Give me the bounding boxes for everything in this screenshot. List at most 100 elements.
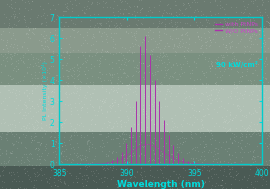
Point xyxy=(248,134,253,137)
Point xyxy=(240,74,244,77)
Point xyxy=(52,155,57,158)
Point xyxy=(117,65,122,68)
Point xyxy=(229,68,234,71)
Point xyxy=(83,38,87,41)
Point xyxy=(87,85,91,88)
Point xyxy=(64,163,69,166)
Point xyxy=(266,158,270,161)
Point xyxy=(4,152,8,155)
Point xyxy=(14,156,19,159)
Point xyxy=(61,74,65,77)
Point xyxy=(86,138,90,141)
Point xyxy=(180,27,184,30)
Point xyxy=(69,74,74,77)
Point xyxy=(133,139,137,142)
Point xyxy=(0,134,2,137)
Point xyxy=(113,17,117,20)
Point xyxy=(16,58,20,61)
Point xyxy=(161,154,166,157)
Point xyxy=(0,70,4,74)
Point xyxy=(169,92,173,95)
Point xyxy=(94,47,98,50)
Point xyxy=(141,76,145,79)
Point xyxy=(29,152,33,155)
Point xyxy=(16,187,20,189)
Point xyxy=(125,146,129,149)
Point xyxy=(245,127,249,130)
Point xyxy=(131,114,136,117)
Point xyxy=(174,14,178,17)
Point xyxy=(206,108,210,111)
Point xyxy=(133,175,137,178)
Point xyxy=(47,48,51,51)
Point xyxy=(260,2,264,5)
Point xyxy=(176,37,180,40)
Point xyxy=(249,36,253,39)
Point xyxy=(15,146,19,149)
Point xyxy=(3,107,7,110)
Point xyxy=(101,15,106,18)
Point xyxy=(188,161,193,164)
Point xyxy=(61,187,66,189)
Point xyxy=(8,27,12,30)
Point xyxy=(131,136,135,139)
Point xyxy=(243,89,247,92)
Point xyxy=(17,120,21,123)
Point xyxy=(140,7,144,10)
Point xyxy=(239,187,243,189)
Point xyxy=(33,56,38,59)
Point xyxy=(173,0,177,2)
Point xyxy=(63,168,67,171)
Point xyxy=(126,75,130,78)
Point xyxy=(175,20,179,23)
Point xyxy=(265,145,269,148)
Point xyxy=(232,81,236,84)
Point xyxy=(180,142,184,145)
Point xyxy=(156,157,160,160)
Point xyxy=(71,65,76,68)
Point xyxy=(216,175,220,178)
Point xyxy=(32,184,36,187)
Point xyxy=(39,22,44,25)
Point xyxy=(106,168,110,171)
Point xyxy=(37,163,41,166)
Point xyxy=(227,33,231,36)
Point xyxy=(57,76,61,79)
Point xyxy=(123,168,127,171)
Point xyxy=(0,80,3,83)
Point xyxy=(165,54,169,57)
Point xyxy=(221,37,225,40)
Point xyxy=(159,136,163,139)
Point xyxy=(50,40,54,43)
Point xyxy=(143,111,148,114)
Point xyxy=(53,99,57,102)
Point xyxy=(174,26,178,29)
Point xyxy=(247,94,251,97)
Point xyxy=(234,87,239,90)
Point xyxy=(22,15,26,18)
Point xyxy=(16,160,20,163)
Point xyxy=(81,35,85,38)
Point xyxy=(16,61,20,64)
Point xyxy=(220,5,224,8)
Point xyxy=(26,0,30,3)
Point xyxy=(164,32,168,35)
Point xyxy=(5,56,9,59)
Point xyxy=(184,7,188,10)
Point xyxy=(205,107,210,110)
Point xyxy=(138,148,143,151)
Point xyxy=(12,111,16,114)
Point xyxy=(201,50,205,53)
Point xyxy=(170,14,175,17)
Point xyxy=(98,98,103,101)
Point xyxy=(251,42,256,45)
Point xyxy=(207,44,211,47)
Point xyxy=(56,141,61,144)
Point xyxy=(85,173,89,176)
Point xyxy=(143,33,148,36)
Point xyxy=(63,182,67,185)
Point xyxy=(39,15,43,18)
Point xyxy=(21,78,26,81)
Point xyxy=(83,94,87,97)
Point xyxy=(73,83,77,86)
